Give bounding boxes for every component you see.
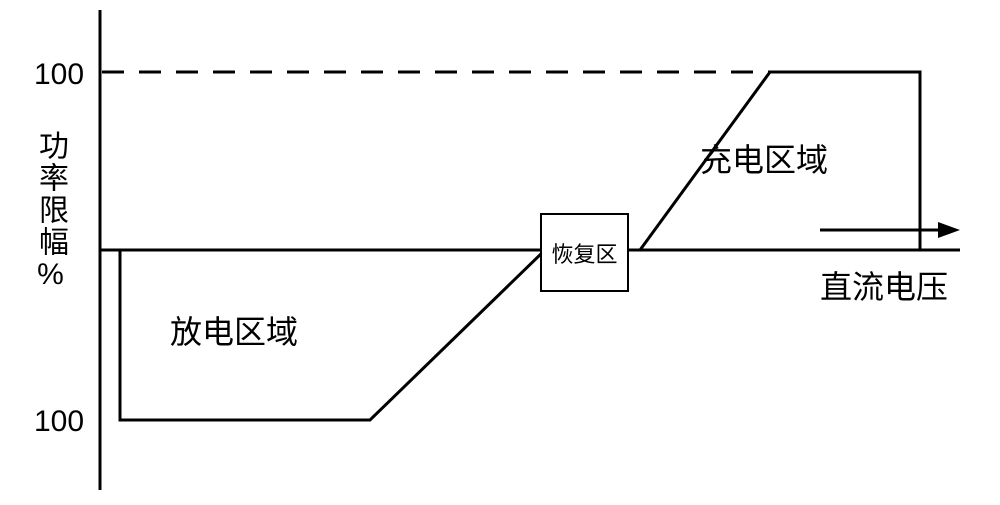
recovery-region-box: 恢复区 bbox=[540, 213, 629, 292]
y-axis-label: 功率限幅% bbox=[28, 130, 72, 293]
recovery-region-label: 恢复区 bbox=[551, 237, 617, 269]
power-voltage-chart: 功率限幅% 100 100 放电区域 充电区域 恢复区 直流电压 bbox=[0, 0, 1000, 505]
power-curve bbox=[120, 72, 920, 420]
x-axis-arrow-head bbox=[938, 222, 960, 238]
y-tick-bottom-100: 100 bbox=[34, 405, 84, 439]
discharge-region-label: 放电区域 bbox=[170, 307, 298, 353]
y-tick-top-100: 100 bbox=[34, 58, 84, 92]
x-axis-label: 直流电压 bbox=[820, 262, 948, 308]
charge-region-label: 充电区域 bbox=[700, 135, 828, 181]
chart-svg bbox=[0, 0, 1000, 505]
